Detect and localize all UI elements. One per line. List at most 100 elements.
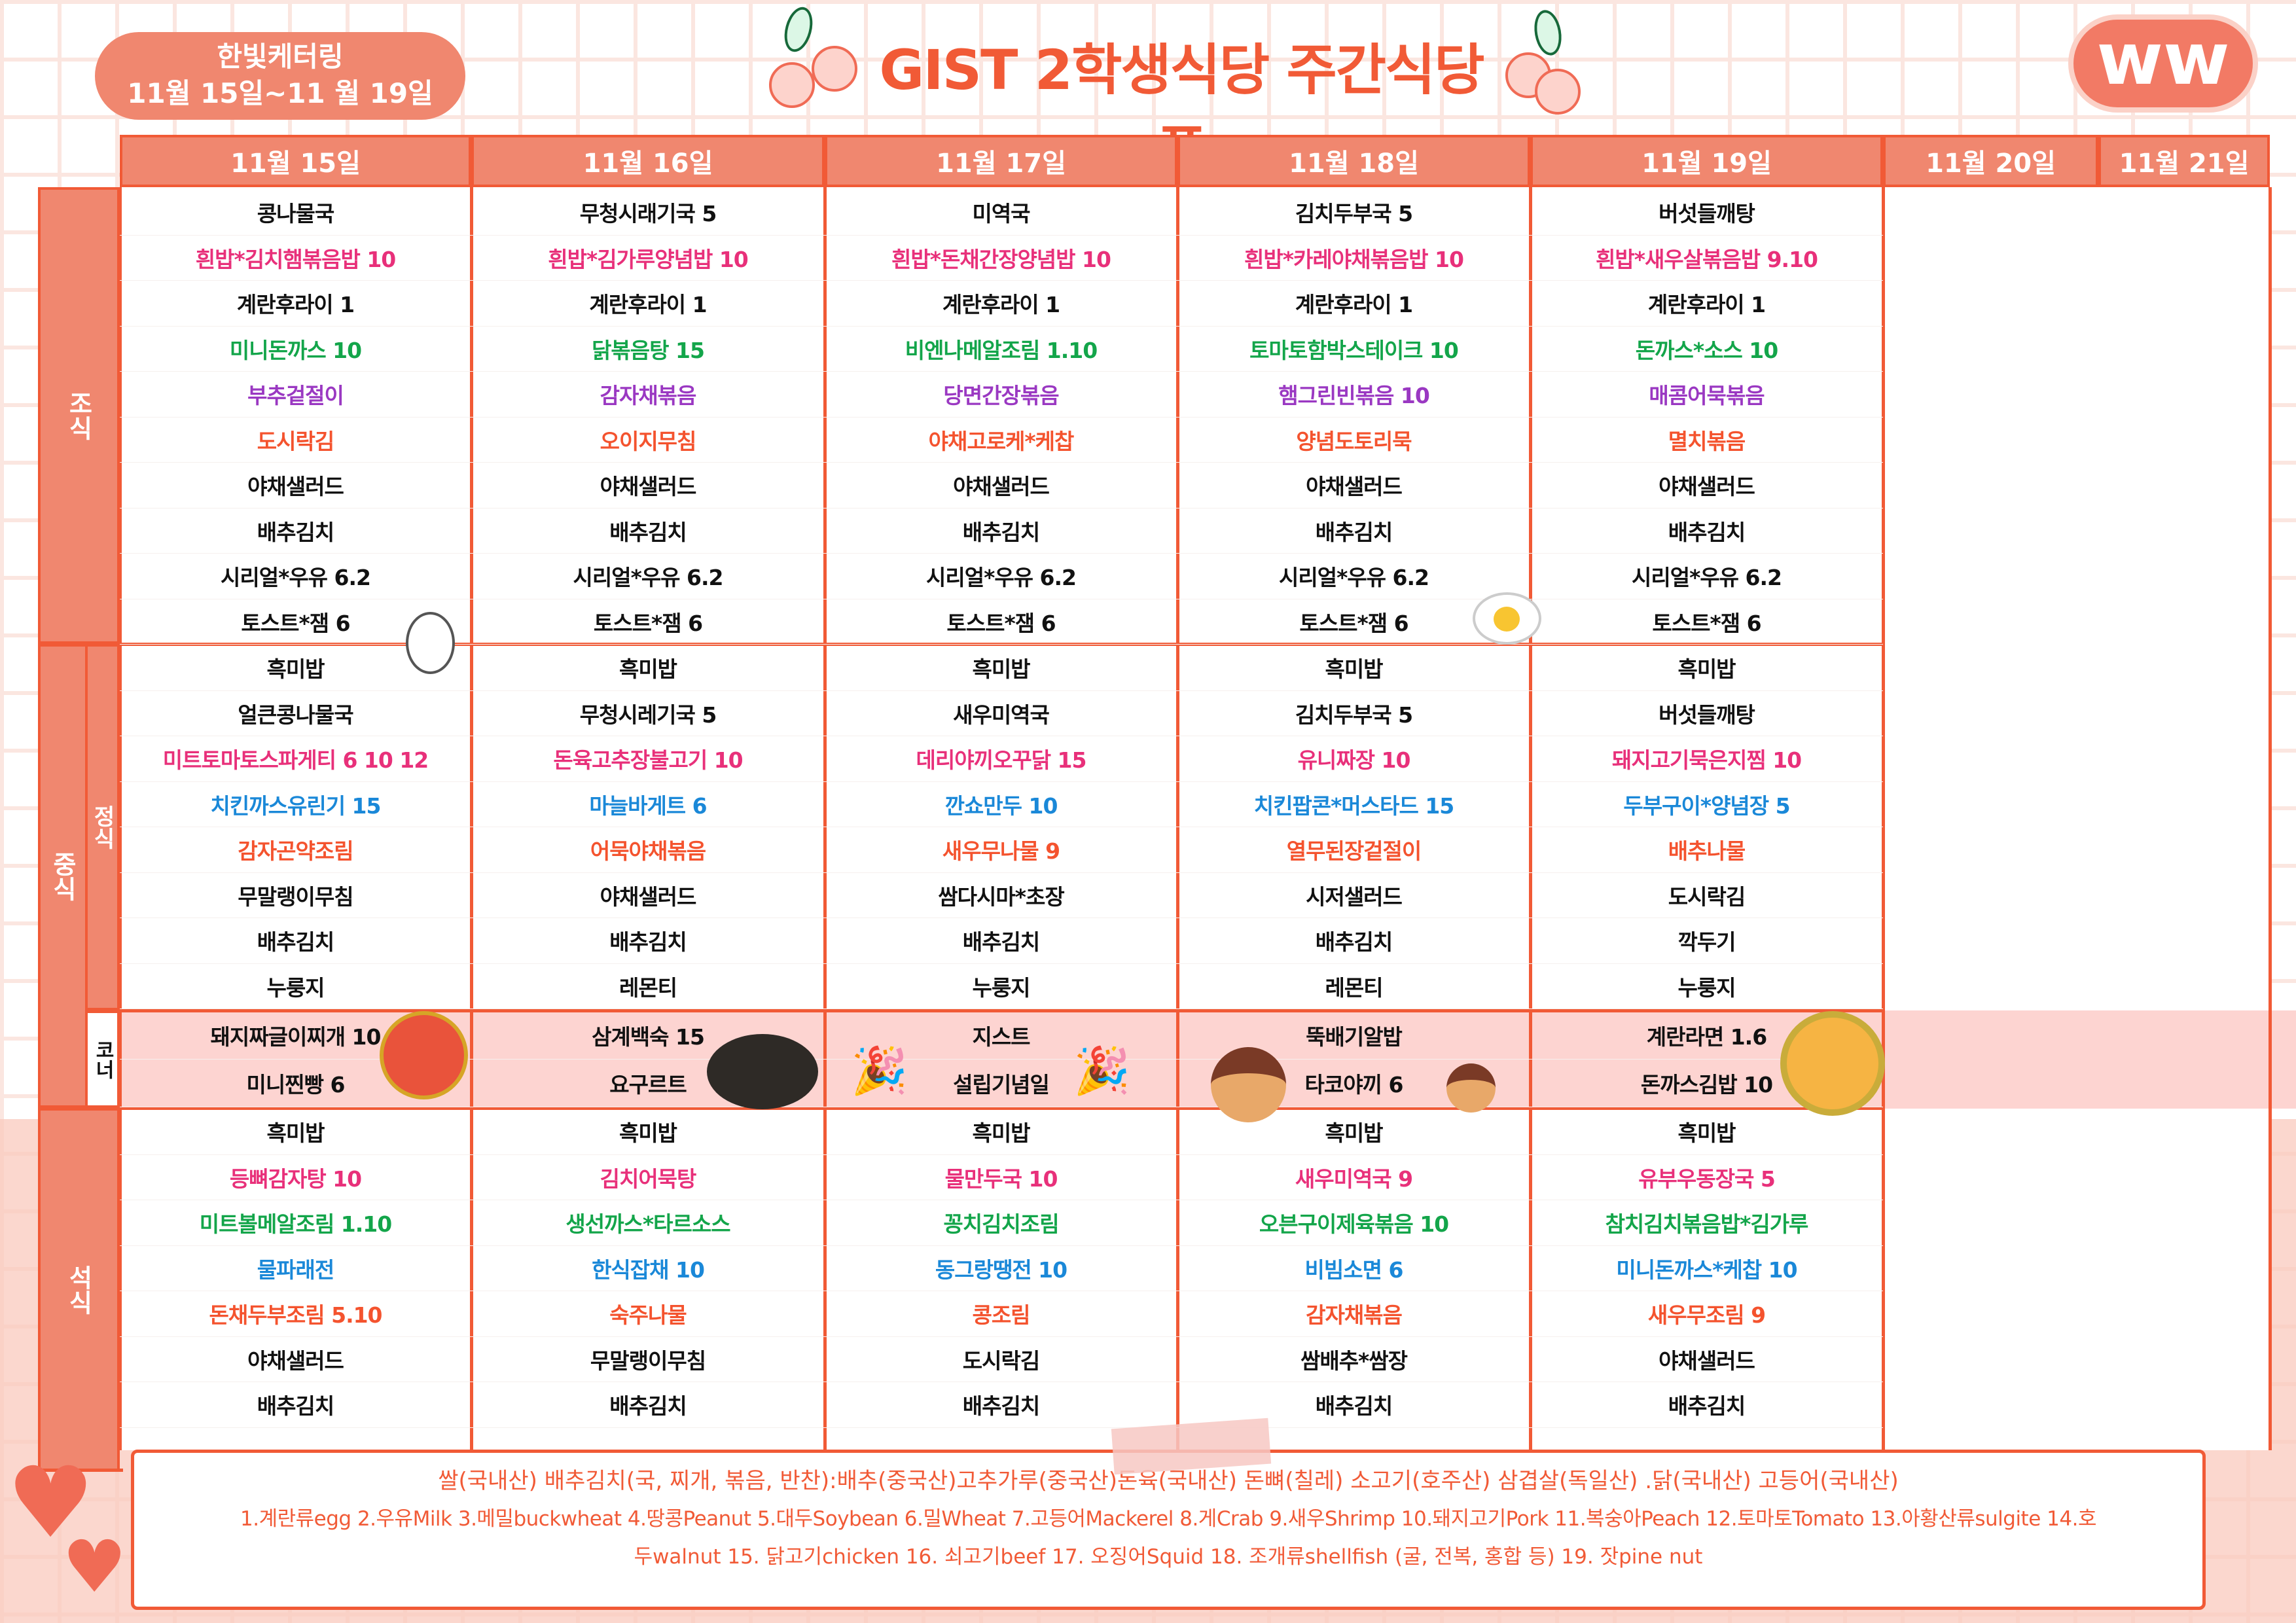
corner-menu-item: 미니찐빵 6 [120, 1060, 471, 1107]
dinner-menu-item: 동그랑땡전 10 [825, 1246, 1177, 1291]
breakfast-menu-item: 시리얼*우유 6.2 [825, 554, 1177, 599]
day-header: 11월 16일 [471, 135, 825, 187]
lunch-menu-item: 배추김치 [471, 918, 825, 964]
lunch-menu-item: 도시락김 [1530, 873, 1883, 918]
breakfast-menu-item: 비엔나메알조림 1.10 [825, 327, 1177, 372]
day-header: 11월 17일 [825, 135, 1177, 187]
column-divider [1529, 187, 1532, 1450]
lunch-menu-item: 열무된장겉절이 [1177, 827, 1530, 873]
takoyaki-icon [1211, 1047, 1286, 1122]
breakfast-menu-item: 시리얼*우유 6.2 [471, 554, 825, 599]
lunch-menu-item: 새우미역국 [825, 691, 1177, 736]
corner-menu-item: 삼계백숙 15 [471, 1012, 825, 1060]
lunch-menu-item: 김치두부국 5 [1177, 691, 1530, 736]
breakfast-label: 조식 [38, 187, 120, 644]
corner-menu-item: 뚝배기알밥 [1177, 1012, 1530, 1060]
day-header: 11월 18일 [1177, 135, 1530, 187]
heart-icon: ♥ [7, 1446, 95, 1560]
breakfast-menu-item: 버섯들깨탕 [1530, 190, 1883, 236]
breakfast-menu-item: 오이지무침 [471, 418, 825, 463]
breakfast-menu-item: 흰밥*김치햄볶음밥 10 [120, 236, 471, 281]
lunch-menu-item: 누룽지 [120, 964, 471, 1009]
dinner-menu-item: 야채샐러드 [1530, 1337, 1883, 1382]
lunch-menu-item: 레몬티 [471, 964, 825, 1009]
allergen-list-2: 두walnut 15. 닭고기chicken 16. 쇠고기beef 17. 오… [634, 1545, 1703, 1569]
lunch-menu-item: 새우무나물 9 [825, 827, 1177, 873]
dinner-menu-item: 감자채볶음 [1177, 1291, 1530, 1337]
dinner-menu-item: 물파래전 [120, 1246, 471, 1291]
breakfast-menu-item: 계란후라이 1 [1177, 281, 1530, 327]
corner-menu-item: 타코야끼 6 [1177, 1060, 1530, 1107]
breakfast-menu-item: 야채샐러드 [120, 463, 471, 508]
heart-icon: ♥ [62, 1525, 127, 1609]
lunch-menu-item: 배추김치 [120, 918, 471, 964]
day-header: 11월 15일 [120, 135, 471, 187]
dinner-menu-item: 돈채두부조림 5.10 [120, 1291, 471, 1337]
section-divider [85, 1009, 1885, 1012]
breakfast-menu-item: 감자채볶음 [471, 372, 825, 418]
lunch-menu-item: 배추나물 [1530, 827, 1883, 873]
breakfast-menu-item: 도시락김 [120, 418, 471, 463]
breakfast-menu-item: 흰밥*돈채간장양념밥 10 [825, 236, 1177, 281]
lunch-menu-item: 흑미밥 [471, 645, 825, 691]
dinner-menu-item: 등뼈감자탕 10 [120, 1155, 471, 1200]
lunch-menu-item: 깍두기 [1530, 918, 1883, 964]
breakfast-label-text: 조식 [64, 391, 93, 440]
lunch-menu-item: 흑미밥 [825, 645, 1177, 691]
lunch-menu-item: 미트토마토스파게티 6 10 12 [120, 736, 471, 782]
breakfast-menu-item: 김치두부국 5 [1177, 190, 1530, 236]
breakfast-menu-item: 야채고로케*케찹 [825, 418, 1177, 463]
day-header: 11월 21일 [2098, 135, 2270, 187]
day-header: 11월 19일 [1530, 135, 1883, 187]
dinner-menu-item: 흑미밥 [1530, 1109, 1883, 1155]
breakfast-menu-item: 토스트*잼 6 [471, 599, 825, 645]
dinner-menu-item: 배추김치 [825, 1382, 1177, 1428]
dinner-menu-item: 참치김치볶음밥*김가루 [1530, 1200, 1883, 1246]
breakfast-menu-item: 계란후라이 1 [1530, 281, 1883, 327]
menu-table [120, 187, 2270, 1450]
takoyaki-icon [1446, 1063, 1496, 1113]
breakfast-menu-item: 햄그린빈볶음 10 [1177, 372, 1530, 418]
breakfast-menu-item: 토스트*잼 6 [120, 599, 471, 645]
cherry-icon [769, 62, 815, 108]
dinner-menu-item: 흑미밥 [471, 1109, 825, 1155]
corner-menu-item: 설립기념일 [825, 1060, 1177, 1107]
dinner-menu-item: 쌈배추*쌈장 [1177, 1337, 1530, 1382]
dinner-menu-item: 비빔소면 6 [1177, 1246, 1530, 1291]
lunch-label-text: 중식 [48, 851, 77, 901]
corner-menu-item: 지스트 [825, 1012, 1177, 1060]
breakfast-menu-item: 시리얼*우유 6.2 [1177, 554, 1530, 599]
dinner-menu-item: 새우무조림 9 [1530, 1291, 1883, 1337]
corner-menu-item: 요구르트 [471, 1060, 825, 1107]
breakfast-menu-item: 배추김치 [1177, 508, 1530, 554]
lunch-menu-item: 흑미밥 [1530, 645, 1883, 691]
lunch-menu-item: 감자곤약조림 [120, 827, 471, 873]
cherry-icon [812, 46, 857, 92]
cherry-leaf-icon [780, 4, 817, 55]
dinner-menu-item: 배추김치 [471, 1382, 825, 1428]
dinner-menu-item: 야채샐러드 [120, 1337, 471, 1382]
breakfast-menu-item: 미니돈까스 10 [120, 327, 471, 372]
dinner-menu-item: 흑미밥 [825, 1109, 1177, 1155]
breakfast-menu-item: 야채샐러드 [1177, 463, 1530, 508]
lunch-menu-item: 배추김치 [825, 918, 1177, 964]
lunch-menu-item: 무청시레기국 5 [471, 691, 825, 736]
lunch-menu-item: 누룽지 [1530, 964, 1883, 1009]
breakfast-menu-item: 돈까스*소스 10 [1530, 327, 1883, 372]
dinner-menu-item: 김치어묵탕 [471, 1155, 825, 1200]
stew-pot-icon [380, 1011, 468, 1099]
origin-info: 쌀(국내산) 배추김치(국, 찌개, 볶음, 반찬):배추(중국산)고추가루(중… [438, 1468, 1899, 1494]
section-divider [38, 1469, 123, 1472]
column-divider [470, 187, 473, 1450]
corner-menu-item: 돼지짜글이찌개 10 [120, 1012, 471, 1060]
breakfast-menu-item: 배추김치 [120, 508, 471, 554]
dinner-menu-item: 배추김치 [120, 1382, 471, 1428]
caterer-name: 한빛케터링 [217, 41, 344, 73]
dinner-menu-item: 숙주나물 [471, 1291, 825, 1337]
breakfast-menu-item: 계란후라이 1 [825, 281, 1177, 327]
ramen-bowl-icon [1780, 1011, 1885, 1116]
lunch-menu-item: 배추김치 [1177, 918, 1530, 964]
breakfast-menu-item: 미역국 [825, 190, 1177, 236]
menu-period: 11월 15일~11 월 19일 [127, 77, 433, 109]
breakfast-menu-item: 멸치볶음 [1530, 418, 1883, 463]
